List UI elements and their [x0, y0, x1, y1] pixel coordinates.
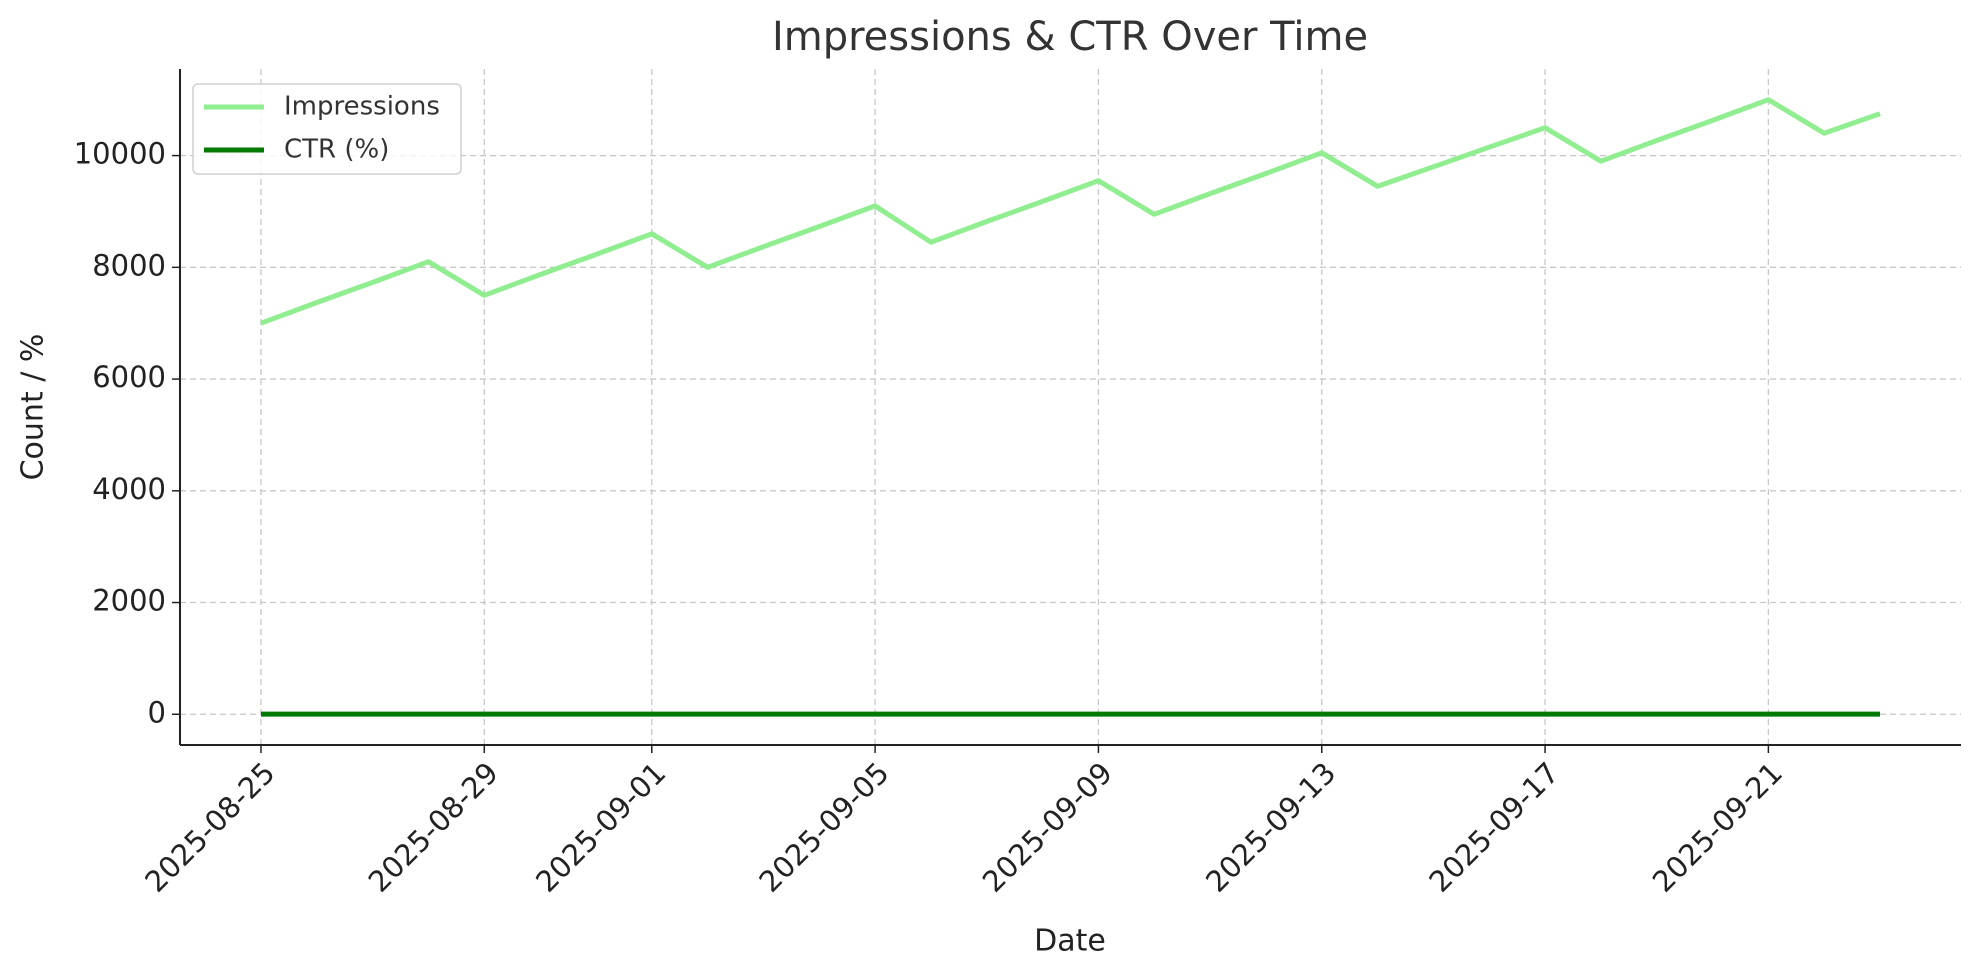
x-tick-label: 2025-09-09 — [976, 756, 1119, 899]
x-tick-label: 2025-09-17 — [1422, 756, 1565, 899]
x-tick-label: 2025-08-25 — [138, 756, 281, 899]
y-tick-label: 4000 — [92, 472, 166, 506]
chart-title: Impressions & CTR Over Time — [772, 14, 1368, 60]
line — [260, 97, 1881, 326]
x-tick-label: 2025-09-05 — [752, 756, 895, 899]
y-axis-label: Count / % — [16, 334, 51, 481]
y-tick-label: 0 — [148, 695, 166, 729]
x-tick-label: 2025-09-13 — [1199, 756, 1342, 899]
legend: Impressions CTR (%) — [192, 83, 462, 175]
x-tick-label: 2025-09-21 — [1646, 756, 1789, 899]
y-tick-label: 2000 — [92, 584, 166, 618]
legend-label: CTR (%) — [284, 135, 389, 165]
x-tick-label: 2025-08-29 — [362, 756, 505, 899]
y-tick-label: 8000 — [92, 248, 166, 282]
y-tick-label: 10000 — [74, 137, 166, 171]
y-tick-label: 6000 — [92, 360, 166, 394]
legend-label: Impressions — [284, 92, 440, 122]
x-tick-label: 2025-09-01 — [529, 756, 672, 899]
x-axis-label: Date — [1034, 924, 1106, 959]
